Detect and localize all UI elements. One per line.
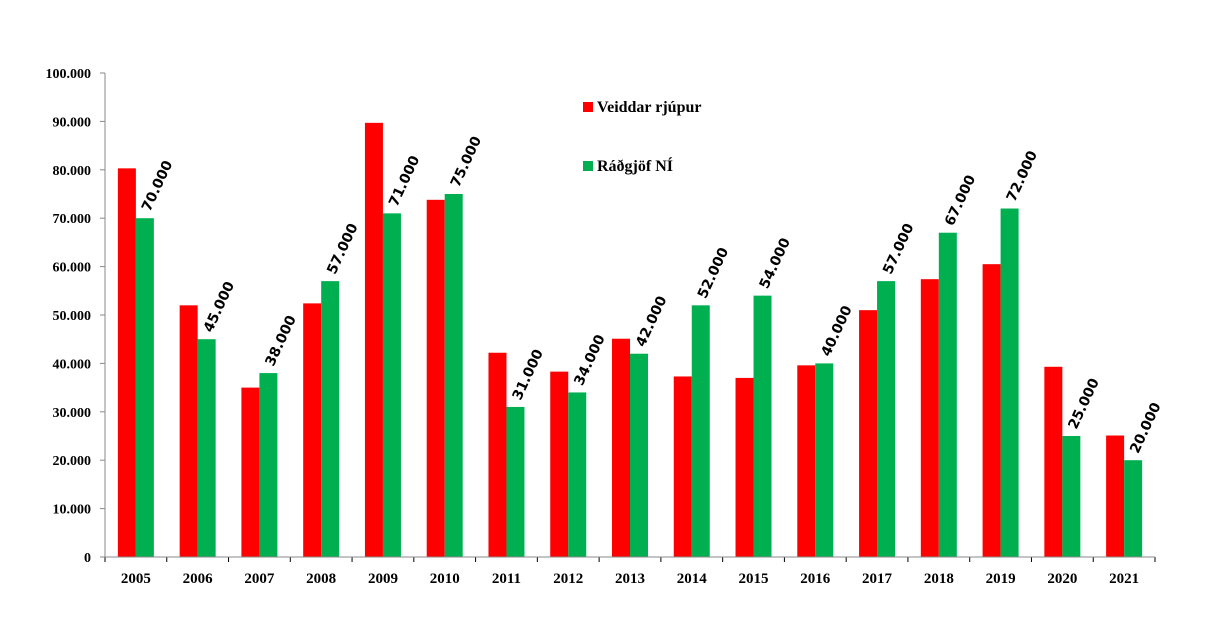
x-tick-label-2015: 2015 [739, 571, 769, 587]
bar-radgjof-ni-2019 [1000, 208, 1019, 557]
data-label-radgjof-ni-2006: 45.000 [201, 279, 238, 335]
data-label-radgjof-ni-2013: 42.000 [633, 293, 670, 349]
bar-veiddar-rjupur-2010 [426, 199, 445, 557]
bar-radgjof-ni-2007 [259, 373, 278, 557]
x-tick-label-2005: 2005 [121, 571, 151, 587]
legend-label-radgjof-ni: Ráðgjöf NÍ [597, 156, 673, 175]
data-label-radgjof-ni-2014: 52.000 [695, 245, 732, 301]
bar-veiddar-rjupur-2005 [117, 168, 136, 557]
x-tick-label-2007: 2007 [244, 571, 275, 587]
x-tick-label-2014: 2014 [677, 571, 708, 587]
bar-radgjof-ni-2016 [815, 363, 834, 557]
bar-veiddar-rjupur-2016 [797, 365, 816, 557]
y-tick-label-70.000: 70.000 [53, 212, 92, 227]
bar-radgjof-ni-2011 [506, 406, 525, 557]
data-label-radgjof-ni-2020: 25.000 [1065, 376, 1102, 432]
y-tick-label-0: 0 [84, 551, 91, 566]
x-tick-label-2012: 2012 [553, 571, 583, 587]
bar-veiddar-rjupur-2006 [179, 305, 198, 557]
bar-radgjof-ni-2006 [197, 339, 216, 557]
bar-radgjof-ni-2018 [938, 232, 957, 557]
bar-radgjof-ni-2014 [691, 305, 710, 557]
y-tick-label-60.000: 60.000 [53, 261, 92, 276]
bars-layer [117, 122, 1143, 558]
data-label-radgjof-ni-2011: 31.000 [510, 347, 547, 403]
bar-veiddar-rjupur-2020 [1044, 366, 1063, 557]
bar-veiddar-rjupur-2008 [303, 303, 322, 557]
legend-swatch-radgjof-ni [583, 161, 593, 171]
bar-radgjof-ni-2015 [753, 295, 772, 557]
data-label-radgjof-ni-2005: 70.000 [139, 158, 176, 214]
bar-radgjof-ni-2012 [568, 392, 587, 557]
y-tick-label-100.000: 100.000 [46, 67, 92, 82]
bar-veiddar-rjupur-2021 [1106, 435, 1125, 557]
x-tick-label-2016: 2016 [800, 571, 831, 587]
x-tick-label-2011: 2011 [492, 571, 521, 587]
y-tick-label-30.000: 30.000 [53, 406, 92, 421]
y-tick-label-90.000: 90.000 [53, 115, 92, 130]
bar-radgjof-ni-2005 [135, 218, 154, 557]
data-label-radgjof-ni-2019: 72.000 [1004, 148, 1041, 204]
data-label-radgjof-ni-2016: 40.000 [818, 303, 855, 359]
x-tick-label-2019: 2019 [986, 571, 1016, 587]
axes-layer: 2005 2006 2007 2008 2009 2010 2011 2012 2013 2014… [46, 67, 1156, 587]
x-tick-label-2021: 2021 [1109, 571, 1139, 587]
data-label-radgjof-ni-2009: 71.000 [386, 153, 423, 209]
data-label-radgjof-ni-2021: 20.000 [1127, 400, 1164, 456]
bar-veiddar-rjupur-2018 [920, 279, 939, 557]
x-tick-label-2006: 2006 [183, 571, 214, 587]
data-label-radgjof-ni-2007: 38.000 [263, 313, 300, 369]
y-tick-label-80.000: 80.000 [53, 164, 92, 179]
bar-radgjof-ni-2008 [321, 281, 340, 557]
bar-veiddar-rjupur-2009 [364, 122, 383, 557]
bar-veiddar-rjupur-2011 [488, 352, 507, 557]
data-label-radgjof-ni-2012: 34.000 [571, 332, 608, 388]
y-tick-label-20.000: 20.000 [53, 454, 92, 469]
bar-radgjof-ni-2013 [630, 353, 648, 557]
bar-veiddar-rjupur-2015 [735, 377, 754, 557]
x-tick-label-2017: 2017 [862, 571, 893, 587]
bar-radgjof-ni-2017 [877, 281, 896, 557]
data-label-radgjof-ni-2008: 57.000 [324, 221, 361, 277]
bar-radgjof-ni-2021 [1124, 460, 1143, 557]
data-label-radgjof-ni-2017: 57.000 [880, 221, 917, 277]
data-label-radgjof-ni-2015: 54.000 [757, 235, 794, 291]
bar-radgjof-ni-2010 [444, 194, 463, 557]
bar-veiddar-rjupur-2012 [550, 371, 569, 557]
bar-radgjof-ni-2009 [382, 213, 401, 558]
data-label-radgjof-ni-2018: 67.000 [942, 172, 979, 228]
legend: Veiddar rjúpur Ráðgjöf NÍ [583, 99, 701, 175]
x-tick-label-2013: 2013 [615, 571, 645, 587]
x-tick-label-2018: 2018 [924, 571, 954, 587]
data-label-radgjof-ni-2010: 75.000 [448, 134, 485, 190]
legend-swatch-veiddar-rjupur [583, 102, 593, 112]
x-tick-label-2008: 2008 [306, 571, 336, 587]
bar-veiddar-rjupur-2017 [859, 310, 878, 557]
bar-veiddar-rjupur-2013 [612, 338, 630, 557]
bar-veiddar-rjupur-2014 [673, 376, 692, 557]
x-tick-label-2009: 2009 [368, 571, 398, 587]
bar-radgjof-ni-2020 [1062, 436, 1081, 557]
y-tick-label-40.000: 40.000 [53, 357, 92, 372]
legend-label-veiddar-rjupur: Veiddar rjúpur [597, 99, 701, 116]
x-tick-label-2010: 2010 [430, 571, 460, 587]
y-tick-label-50.000: 50.000 [53, 309, 92, 324]
bar-veiddar-rjupur-2019 [982, 264, 1001, 557]
y-tick-label-10.000: 10.000 [53, 503, 92, 518]
bar-veiddar-rjupur-2007 [241, 387, 260, 557]
x-tick-label-2020: 2020 [1047, 571, 1077, 587]
